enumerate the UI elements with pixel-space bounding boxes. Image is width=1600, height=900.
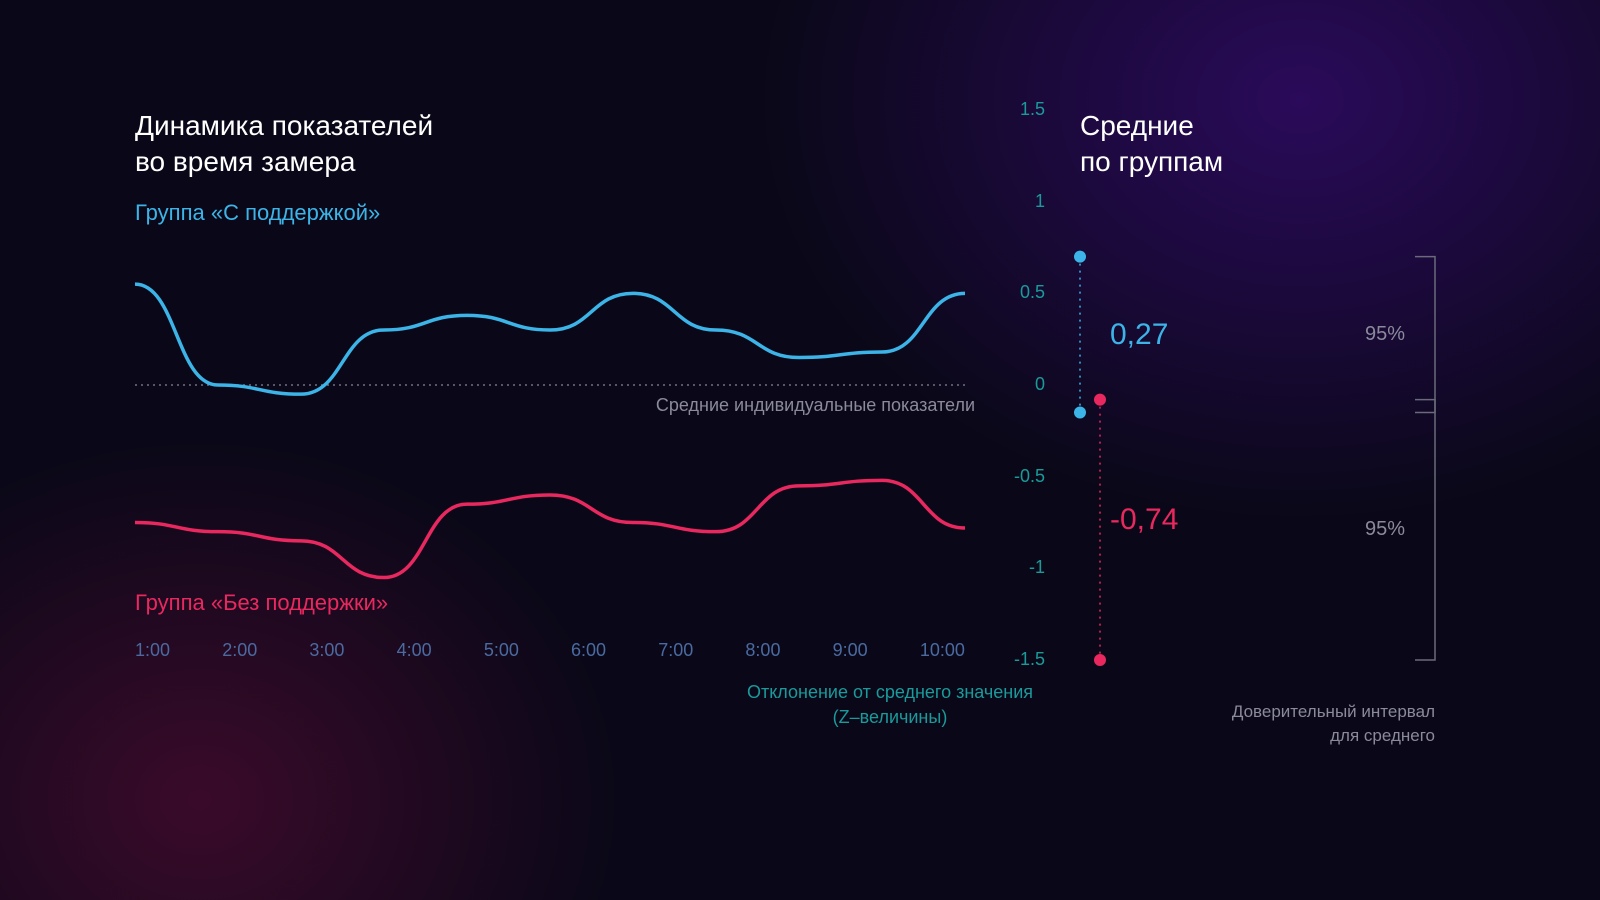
right-title-line1: Средние [1080, 110, 1194, 141]
x-tick: 1:00 [135, 640, 170, 661]
y-tick: -1 [995, 557, 1045, 578]
ci-caption-line1: Доверительный интервал [1232, 702, 1435, 721]
x-tick: 10:00 [920, 640, 965, 661]
confidence-interval-chart [1065, 235, 1465, 695]
y-tick: -0.5 [995, 466, 1045, 487]
x-tick: 7:00 [658, 640, 693, 661]
title-line1: Динамика показателей [135, 110, 433, 141]
x-tick: 2:00 [222, 640, 257, 661]
x-tick: 8:00 [745, 640, 780, 661]
x-tick: 9:00 [833, 640, 868, 661]
x-axis: 1:00 2:00 3:00 4:00 5:00 6:00 7:00 8:00 9:00 10:0… [135, 640, 965, 661]
x-tick: 3:00 [309, 640, 344, 661]
x-tick: 4:00 [397, 640, 432, 661]
axis-caption-line1: Отклонение от среднего значения [747, 682, 1033, 702]
x-tick: 6:00 [571, 640, 606, 661]
ci-caption-line2: для среднего [1330, 726, 1435, 745]
group-b-label: Группа «Без поддержки» [135, 590, 388, 616]
y-tick: 1.5 [995, 99, 1045, 120]
x-tick: 5:00 [484, 640, 519, 661]
ci-caption: Доверительный интервал для среднего [1115, 700, 1435, 748]
ci-percent-b: 95% [1255, 518, 1405, 541]
main-title: Динамика показателей во время замера [135, 108, 433, 181]
right-title-line2: по группам [1080, 146, 1223, 177]
axis-caption-line2: (Z–величины) [833, 707, 948, 727]
y-tick: 0.5 [995, 282, 1045, 303]
mean-value-a: 0,27 [1110, 318, 1168, 352]
y-tick: 1 [995, 191, 1045, 212]
group-a-label: Группа «С поддержкой» [135, 200, 380, 226]
mean-value-b: -0,74 [1110, 503, 1178, 537]
ci-percent-a: 95% [1255, 323, 1405, 346]
title-line2: во время замера [135, 146, 356, 177]
y-tick: -1.5 [995, 649, 1045, 670]
right-title: Средние по группам [1080, 108, 1223, 181]
y-tick: 0 [995, 374, 1045, 395]
zero-line-label: Средние индивидуальные показатели [645, 395, 975, 416]
axis-caption: Отклонение от среднего значения (Z–велич… [730, 680, 1050, 730]
y-axis: 1.510.50-0.5-1-1.5 [995, 110, 1045, 660]
